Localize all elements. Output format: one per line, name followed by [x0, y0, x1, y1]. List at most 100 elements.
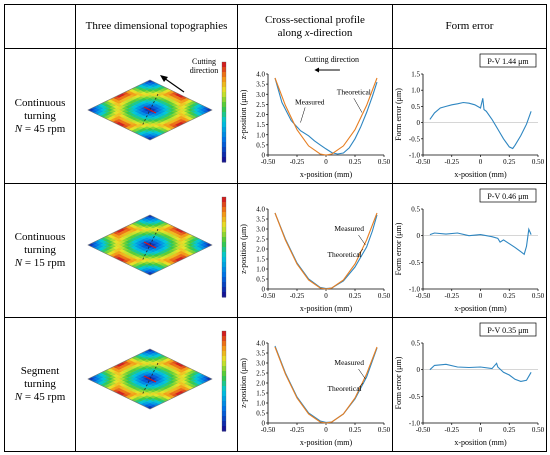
- theoretical-line: [274, 212, 378, 290]
- x-tick-label: -0.25: [290, 426, 305, 434]
- x-tick-label: -0.50: [416, 426, 431, 434]
- y-tick-label: 2.0: [256, 379, 265, 387]
- x-tick-label: 0.50: [532, 158, 545, 166]
- x-tick-label: -0.50: [261, 158, 276, 166]
- profile-chart-2: -0.50 -0.25 0 0.25 0.50 0 0.5 1.0 1.5 2.0 2.5 3.0 3.…: [237, 183, 393, 318]
- x-axis-label: x-position (mm): [454, 304, 507, 313]
- topo-cutting-label-2: direction: [190, 66, 218, 75]
- center-marker: [143, 105, 157, 114]
- y-tick-label: 0.5: [411, 339, 420, 347]
- pv-box: [479, 188, 537, 202]
- colorbar: [221, 196, 227, 297]
- y-tick-label: 3.5: [256, 80, 265, 88]
- x-tick-label: 0.50: [378, 426, 391, 434]
- measured-label: Measured: [334, 224, 364, 233]
- topography-outline: [87, 348, 213, 409]
- y-tick-label: 3.0: [256, 90, 265, 98]
- x-tick-label: 0.25: [349, 158, 362, 166]
- figure-table: Three dimensional topographies Cross-sec…: [4, 4, 547, 452]
- measured-leader: [358, 234, 366, 245]
- y-tick-label: 3.5: [256, 215, 265, 223]
- profile-chart-1: -0.50 -0.25 0 0.25 0.50 0 0.5 1.0 1.5 2.0 2.5 3.0 3.…: [237, 48, 393, 184]
- y-axis-label: z-position (μm): [239, 89, 248, 139]
- measured-label: Measured: [334, 358, 364, 367]
- x-tick-label: 0.50: [378, 292, 391, 300]
- measured-leader: [358, 368, 366, 379]
- form-error-line: [429, 97, 532, 149]
- y-tick-label: -0.5: [409, 392, 421, 400]
- topography-2: [75, 183, 238, 318]
- y-tick-label: 1.0: [411, 86, 420, 94]
- y-tick-label: 2.0: [256, 111, 265, 119]
- x-tick-label: 0.50: [532, 292, 545, 300]
- y-tick-label: 0: [262, 285, 266, 293]
- x-tick-label: -0.50: [416, 158, 431, 166]
- y-tick-label: 2.5: [256, 100, 265, 108]
- y-tick-label: 4.0: [256, 205, 265, 213]
- x-tick-label: 0.50: [378, 158, 391, 166]
- topo-cutting-arrowhead: [160, 74, 168, 82]
- x-tick-label: 0.25: [349, 292, 362, 300]
- y-tick-label: 0: [262, 419, 266, 427]
- x-tick-label: 0: [479, 158, 483, 166]
- x-tick-label: -0.25: [290, 158, 305, 166]
- y-tick-label: -1.0: [409, 285, 421, 293]
- theoretical-label: Theoretical: [337, 87, 371, 96]
- y-tick-label: 0.5: [256, 275, 265, 283]
- form-chart-1: -0.50 -0.25 0 0.25 0.50 -1.0 -0.5 0 0.5 1.0 1.5 x-p…: [392, 48, 547, 184]
- y-tick-label: 2.0: [256, 245, 265, 253]
- y-tick-label: 1.5: [256, 121, 265, 129]
- x-tick-label: 0.50: [532, 426, 545, 434]
- x-tick-label: -0.50: [416, 292, 431, 300]
- y-tick-label: 1.0: [256, 399, 265, 407]
- x-axis-label: x-position (mm): [454, 170, 507, 179]
- y-axis-label: Form error (μm): [394, 356, 403, 409]
- theoretical-label: Theoretical: [327, 250, 361, 259]
- pv-annotation: P-V 0.46 μm: [487, 192, 529, 201]
- row-label-3: Segment turning N = 45 rpm: [4, 317, 76, 452]
- x-tick-label: 0: [479, 292, 483, 300]
- theoretical-leader: [357, 248, 364, 255]
- y-tick-label: 1.5: [256, 389, 265, 397]
- x-tick-label: 0.25: [503, 292, 516, 300]
- y-tick-label: 0: [417, 232, 421, 240]
- y-tick-label: 0.5: [411, 205, 420, 213]
- pv-box: [479, 53, 537, 67]
- y-tick-label: 3.0: [256, 359, 265, 367]
- y-tick-label: 0: [417, 119, 421, 127]
- topography-1: Cutting direction: [75, 48, 238, 184]
- x-axis-label: x-position (mm): [454, 438, 507, 447]
- pv-annotation: P-V 0.35 μm: [487, 326, 529, 335]
- x-tick-label: -0.50: [261, 426, 276, 434]
- header-profile: Cross-sectional profile along x-directio…: [237, 4, 393, 49]
- y-tick-label: 0.5: [256, 141, 265, 149]
- y-tick-label: 1.5: [411, 70, 420, 78]
- y-tick-label: 2.5: [256, 369, 265, 377]
- header-profile-line1: Cross-sectional profile: [265, 13, 365, 26]
- header-profile-line2: along x-direction: [277, 26, 353, 39]
- center-marker: [143, 240, 157, 249]
- measured-leader: [300, 106, 306, 123]
- y-tick-label: 1.5: [256, 255, 265, 263]
- topo-cutting-label-1: Cutting: [192, 57, 216, 66]
- x-tick-label: -0.25: [290, 292, 305, 300]
- topo-cutting-arrow: [163, 77, 185, 92]
- form-chart-3: -0.50 -0.25 0 0.25 0.50 -1.0 -0.5 0 0.5 x-positio…: [392, 317, 547, 452]
- header-form-error: Form error: [392, 4, 547, 49]
- x-tick-label: -0.50: [261, 292, 276, 300]
- header-topography: Three dimensional topographies: [75, 4, 238, 49]
- y-axis-label: Form error (μm): [394, 222, 403, 275]
- y-tick-label: 0: [417, 366, 421, 374]
- profile-chart-3: -0.50 -0.25 0 0.25 0.50 0 0.5 1.0 1.5 2.0 2.5 3.0 3.…: [237, 317, 393, 452]
- x-tick-label: 0: [479, 426, 483, 434]
- cutting-direction-arrowhead: [314, 67, 320, 72]
- x-tick-label: 0: [324, 158, 328, 166]
- y-tick-label: -0.5: [409, 258, 421, 266]
- y-axis-label: Form error (μm): [394, 87, 403, 140]
- x-tick-label: 0.25: [349, 426, 362, 434]
- x-tick-label: 0: [324, 292, 328, 300]
- theoretical-line: [274, 77, 378, 156]
- x-axis-label: x-position (mm): [300, 304, 353, 313]
- x-tick-label: -0.25: [444, 292, 459, 300]
- x-tick-label: 0: [324, 426, 328, 434]
